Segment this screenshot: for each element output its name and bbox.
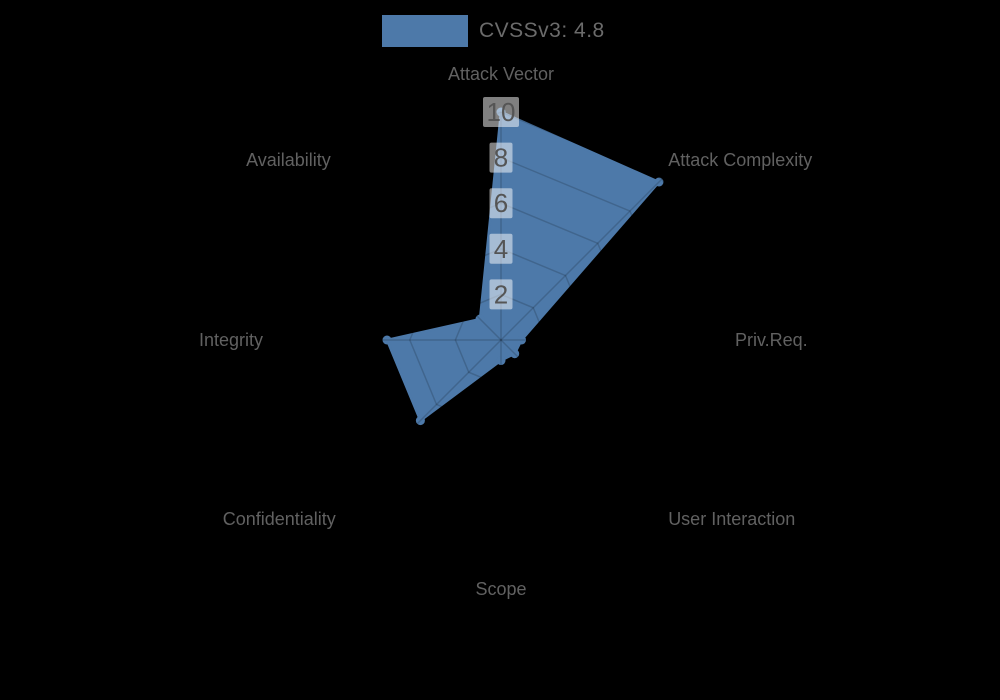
grid-ring — [317, 156, 685, 524]
axis-spoke — [339, 339, 502, 502]
axis-spoke — [500, 339, 663, 502]
legend-swatch — [382, 15, 468, 47]
tick-label-box — [489, 188, 513, 219]
data-point — [517, 335, 527, 345]
axis-label-integrity: Integrity — [199, 330, 263, 350]
axis-label-priv-req: Priv.Req. — [735, 330, 808, 350]
tick-label-box — [489, 279, 513, 310]
legend: CVSSv3: 4.8 — [382, 15, 605, 47]
tick-label-box — [489, 142, 513, 173]
data-point — [415, 416, 425, 426]
axis-label-availability: Availability — [246, 150, 331, 170]
tick-label: 6 — [494, 188, 508, 218]
axis-label-user-interaction: User Interaction — [668, 509, 795, 529]
axis-label-confidentiality: Confidentiality — [223, 509, 336, 529]
axis-spoke — [339, 178, 502, 341]
axis-label-attack-vector: Attack Vector — [448, 64, 554, 84]
data-point — [496, 356, 506, 366]
tick-label: 4 — [494, 234, 508, 264]
axis-spoke — [500, 178, 663, 341]
axis-label-attack-complexity: Attack Complexity — [668, 150, 812, 170]
tick-label: 2 — [494, 279, 508, 309]
grid-ring — [454, 293, 548, 387]
tick-label-box — [489, 233, 513, 264]
data-point — [475, 314, 485, 324]
tick-label-box — [483, 97, 519, 127]
tick-label: 10 — [487, 97, 516, 127]
grid-ring — [272, 111, 730, 569]
grid-ring — [363, 202, 639, 478]
data-point — [654, 177, 664, 187]
data-point — [510, 349, 520, 359]
grid-ring — [408, 247, 594, 433]
axis-label-scope: Scope — [475, 579, 526, 599]
tick-label: 8 — [494, 143, 508, 173]
data-point — [382, 335, 392, 345]
legend-label: CVSSv3: 4.8 — [479, 19, 605, 42]
